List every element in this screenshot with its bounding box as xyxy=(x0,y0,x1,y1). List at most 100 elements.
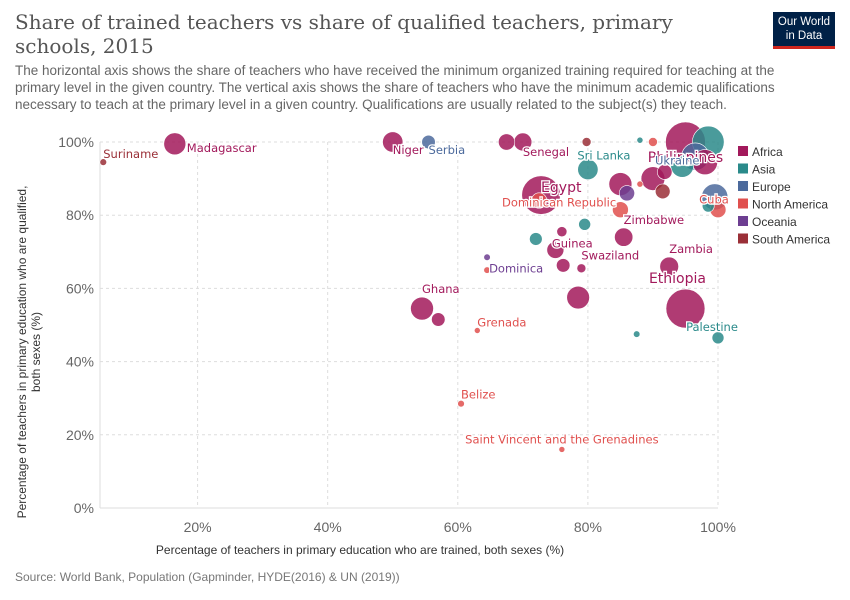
legend-item[interactable]: North America xyxy=(738,198,828,212)
point-label: Dominica xyxy=(489,261,543,275)
point-label: Ukraine xyxy=(655,154,699,168)
legend-item[interactable]: Asia xyxy=(738,163,776,177)
legend: Africa Asia Europe North America Oceania Sout… xyxy=(738,145,830,247)
data-point[interactable] xyxy=(577,158,599,180)
data-point[interactable] xyxy=(483,253,491,261)
data-point[interactable] xyxy=(636,136,644,144)
data-point[interactable] xyxy=(655,183,671,200)
data-point[interactable] xyxy=(558,446,566,453)
y-axis-ticks: 0% 20% 40% 60% 80% 100% xyxy=(58,134,94,516)
data-point[interactable] xyxy=(431,312,446,327)
y-tick-label: 40% xyxy=(66,354,94,370)
point-label: Dominican Republic xyxy=(502,196,616,210)
point-label: Zambia xyxy=(669,242,713,256)
data-point[interactable] xyxy=(581,137,592,147)
data-point[interactable] xyxy=(531,192,548,209)
data-point[interactable] xyxy=(636,180,644,188)
data-point[interactable] xyxy=(656,164,673,180)
point-label: Egypt xyxy=(541,180,582,196)
data-point[interactable] xyxy=(457,399,465,408)
point-label: Cuba xyxy=(699,193,729,207)
point-label: Palestine xyxy=(686,320,738,334)
y-axis-title: Percentage of teachers in primary educat… xyxy=(15,186,43,519)
x-tick-label: 20% xyxy=(184,519,212,535)
point-label: Saint Vincent and the Grenadines xyxy=(465,432,658,446)
x-axis-title: Percentage of teachers in primary educat… xyxy=(156,543,564,557)
data-points xyxy=(99,121,729,453)
data-point[interactable] xyxy=(665,288,706,329)
y-tick-label: 80% xyxy=(66,207,94,223)
legend-label: Oceania xyxy=(752,215,797,229)
data-point[interactable] xyxy=(612,201,629,219)
data-point[interactable] xyxy=(614,227,634,247)
data-point[interactable] xyxy=(556,258,571,273)
legend-swatch xyxy=(738,163,748,174)
data-point[interactable] xyxy=(421,134,436,150)
logo-line-1: Our World xyxy=(777,16,831,28)
x-tick-label: 80% xyxy=(574,519,602,535)
legend-item[interactable]: Oceania xyxy=(738,215,797,229)
point-label: Serbia xyxy=(429,143,466,157)
x-tick-label: 60% xyxy=(444,519,472,535)
data-point[interactable] xyxy=(556,226,568,238)
point-label: Swaziland xyxy=(581,249,639,263)
legend-swatch xyxy=(738,233,748,244)
data-point[interactable] xyxy=(711,331,725,345)
y-axis-title-line-2: both sexes (%) xyxy=(29,312,43,392)
grid-lines xyxy=(99,141,719,509)
data-point[interactable] xyxy=(633,330,641,338)
chart-title: Share of trained teachers vs share of qu… xyxy=(15,10,673,58)
point-label: Ghana xyxy=(422,282,460,296)
y-tick-label: 20% xyxy=(66,427,94,443)
source-note: Source: World Bank, Population (Gapminde… xyxy=(15,570,400,584)
data-point[interactable] xyxy=(578,218,591,231)
point-label: Niger xyxy=(393,143,424,157)
data-point[interactable] xyxy=(546,241,565,259)
legend-item[interactable]: Europe xyxy=(738,180,791,194)
y-tick-label: 60% xyxy=(66,280,94,296)
x-axis-ticks: 20% 40% 60% 80% 100% xyxy=(184,519,736,535)
data-point[interactable] xyxy=(566,285,590,310)
x-tick-label: 100% xyxy=(700,519,736,535)
data-point[interactable] xyxy=(382,131,404,153)
data-point[interactable] xyxy=(659,256,679,277)
data-point[interactable] xyxy=(163,132,187,156)
point-label: Ethiopia xyxy=(649,271,706,287)
point-label: Grenada xyxy=(477,315,526,329)
point-label: Belize xyxy=(461,388,495,402)
y-tick-label: 100% xyxy=(58,134,94,150)
data-point[interactable] xyxy=(474,327,481,334)
data-point[interactable] xyxy=(483,266,491,274)
point-label: Suriname xyxy=(103,147,158,161)
data-point[interactable] xyxy=(99,158,107,166)
y-tick-label: 0% xyxy=(74,500,94,516)
legend-label: Africa xyxy=(752,145,783,159)
point-label: Sri Lanka xyxy=(577,148,630,162)
data-point[interactable] xyxy=(410,296,434,321)
legend-swatch xyxy=(738,216,748,226)
point-label: Madagascar xyxy=(187,141,257,155)
legend-swatch xyxy=(738,146,748,156)
logo-line-2: in Data xyxy=(785,30,823,42)
x-tick-label: 40% xyxy=(314,519,342,535)
data-point[interactable] xyxy=(498,133,516,151)
legend-label: South America xyxy=(752,233,830,247)
legend-item[interactable]: South America xyxy=(738,233,830,247)
data-point[interactable] xyxy=(701,199,715,213)
y-axis-title-line-1: Percentage of teachers in primary educat… xyxy=(15,186,29,519)
data-point[interactable] xyxy=(648,137,658,147)
legend-label: Asia xyxy=(752,163,776,177)
data-point[interactable] xyxy=(529,232,543,246)
data-point[interactable] xyxy=(618,185,635,202)
chart-subtitle: The horizontal axis shows the share of t… xyxy=(15,63,775,112)
point-label: Senegal xyxy=(523,145,569,159)
legend-item[interactable]: Africa xyxy=(738,145,783,159)
point-label: Zimbabwe xyxy=(624,213,684,227)
owid-logo[interactable]: Our World in Data xyxy=(773,12,835,49)
data-point[interactable] xyxy=(670,153,695,178)
data-point[interactable] xyxy=(576,263,587,274)
legend-label: Europe xyxy=(752,180,791,194)
legend-swatch xyxy=(738,198,748,209)
point-label: Guinea xyxy=(552,237,593,251)
